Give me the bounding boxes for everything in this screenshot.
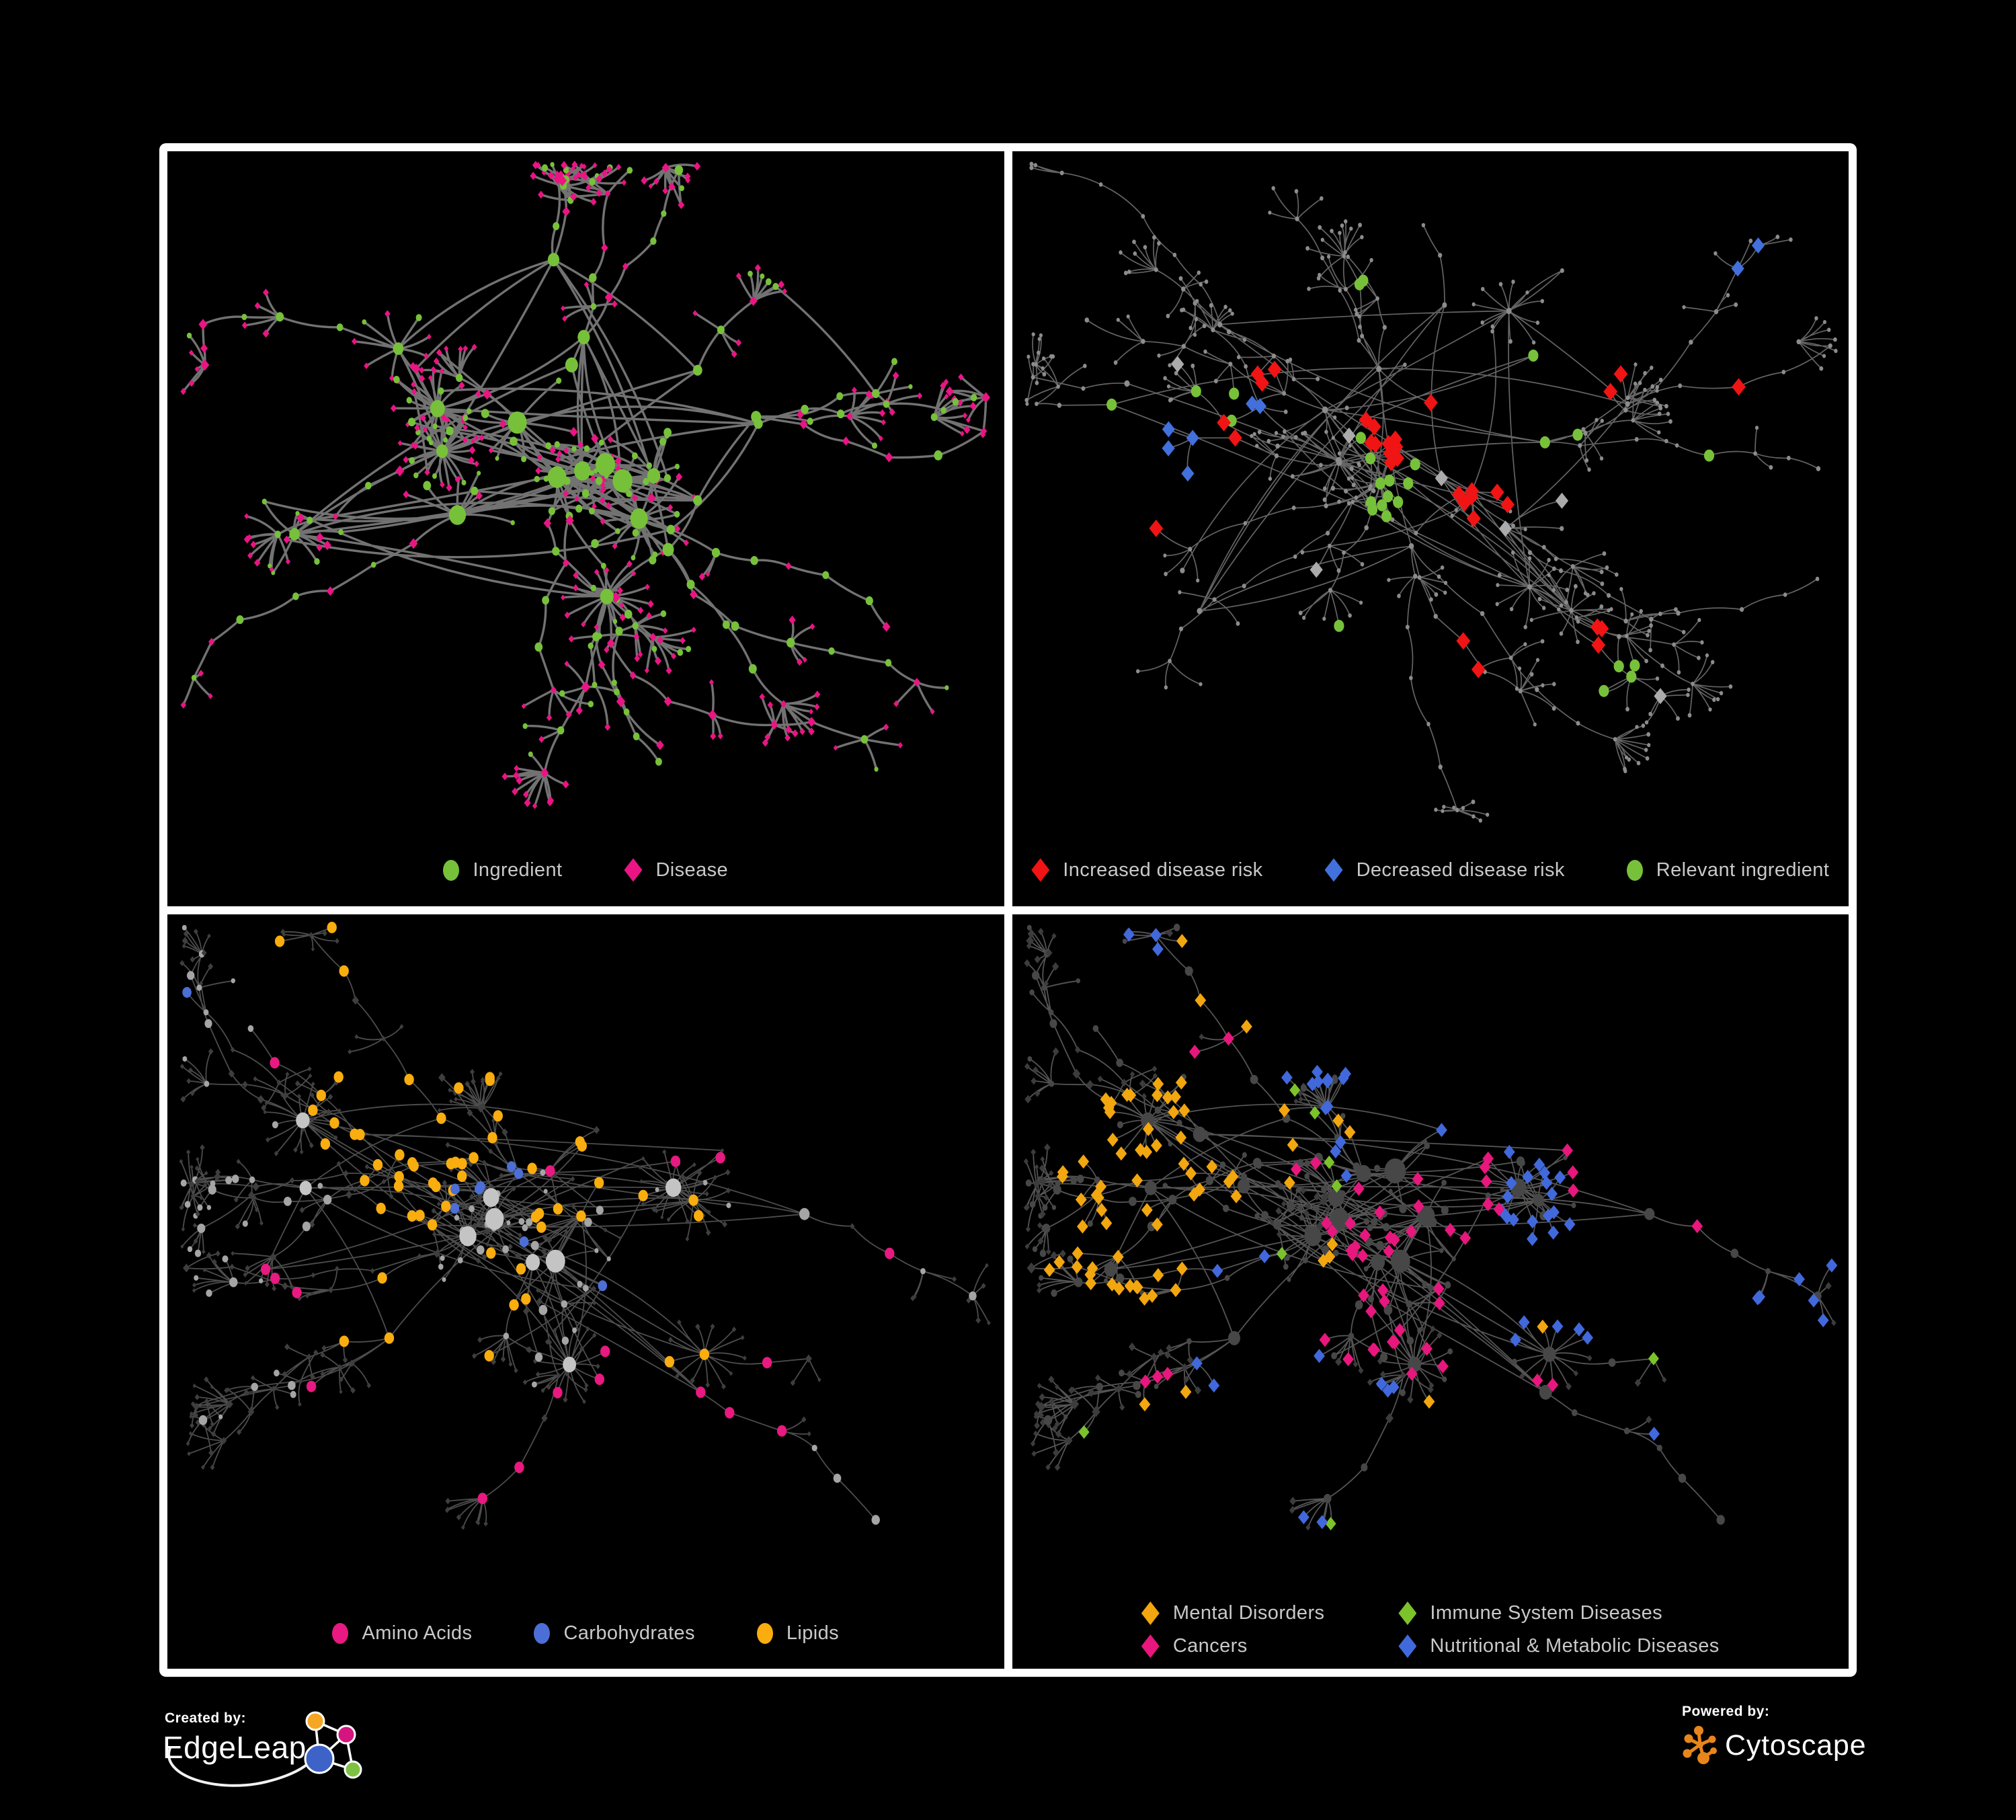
amino-acids-marker-icon <box>332 1623 349 1644</box>
legend-disease-risk: Increased disease risk Decreased disease… <box>1012 858 1849 882</box>
cytoscape-credit: Powered by: <box>1682 1704 1897 1798</box>
legend-metabolite-classes: Amino Acids Carbohydrates Lipids <box>167 1622 1004 1645</box>
ingredient-marker-icon <box>443 859 460 881</box>
figure-grid: Ingredient Disease Increased disease ris… <box>159 143 1857 1677</box>
panel-disease-classes: Mental Disorders Immune System Diseases … <box>1012 914 1849 1669</box>
legend-item-nutritional-metabolic-diseases: Nutritional & Metabolic Diseases <box>1398 1634 1719 1658</box>
legend-item-immune-system-diseases: Immune System Diseases <box>1398 1601 1719 1625</box>
network-svg <box>1024 161 1838 823</box>
decreased-risk-marker-icon <box>1324 858 1343 882</box>
network-svg <box>180 161 990 809</box>
legend-item-disease: Disease <box>624 858 729 882</box>
legend-item-increased-risk: Increased disease risk <box>1031 858 1263 882</box>
legend-label: Decreased disease risk <box>1356 859 1565 881</box>
powered-by-label: Powered by: <box>1682 1704 1770 1719</box>
legend-label: Nutritional & Metabolic Diseases <box>1430 1635 1720 1657</box>
panel-ingredient-disease: Ingredient Disease <box>167 151 1004 906</box>
mental-disorders-marker-icon <box>1141 1601 1160 1625</box>
panel-metabolite-classes: Amino Acids Carbohydrates Lipids <box>167 914 1004 1669</box>
legend-item-relevant-ingredient: Relevant ingredient <box>1626 859 1830 881</box>
disease-marker-icon <box>624 858 643 882</box>
network-canvas-ingredient-disease <box>167 151 1004 835</box>
network-canvas-disease-risk <box>1012 151 1849 835</box>
legend-item-amino-acids: Amino Acids <box>332 1622 472 1645</box>
created-by-label: Created by: <box>165 1710 247 1726</box>
network-svg <box>179 921 991 1530</box>
legend-label: Increased disease risk <box>1063 859 1263 881</box>
legend-disease-classes: Mental Disorders Immune System Diseases … <box>1012 1601 1849 1658</box>
cancers-marker-icon <box>1141 1634 1160 1658</box>
lipids-marker-icon <box>756 1623 773 1644</box>
cytoscape-wordmark: Cytoscape <box>1725 1729 1867 1762</box>
legend-label: Ingredient <box>473 859 563 881</box>
relevant-ingredient-marker-icon <box>1626 859 1643 881</box>
legend-label: Mental Disorders <box>1172 1602 1325 1624</box>
legend-item-ingredient: Ingredient <box>443 859 562 881</box>
legend-item-mental-disorders: Mental Disorders <box>1141 1601 1325 1625</box>
carbohydrates-marker-icon <box>534 1623 551 1644</box>
immune-system-diseases-marker-icon <box>1398 1601 1417 1625</box>
legend-label: Carbohydrates <box>563 1622 695 1644</box>
legend-item-decreased-risk: Decreased disease risk <box>1324 858 1565 882</box>
legend-label: Relevant ingredient <box>1656 859 1830 881</box>
legend-label: Cancers <box>1172 1635 1248 1657</box>
legend-ingredient-disease: Ingredient Disease <box>167 858 1004 882</box>
legend-item-cancers: Cancers <box>1141 1634 1325 1658</box>
network-svg <box>1023 923 1837 1530</box>
nutritional-metabolic-diseases-marker-icon <box>1398 1634 1417 1658</box>
network-canvas-disease-classes <box>1012 914 1849 1598</box>
legend-label: Immune System Diseases <box>1430 1602 1663 1624</box>
legend-label: Lipids <box>786 1622 840 1644</box>
panel-disease-risk: Increased disease risk Decreased disease… <box>1012 151 1849 906</box>
edgeleap-wordmark: EdgeLeap <box>163 1730 307 1765</box>
legend-item-carbohydrates: Carbohydrates <box>534 1622 694 1645</box>
increased-risk-marker-icon <box>1031 858 1050 882</box>
legend-item-lipids: Lipids <box>756 1622 840 1645</box>
cytoscape-logo-icon <box>1683 1726 1717 1764</box>
edgeleap-logo-icon <box>167 1711 362 1787</box>
network-canvas-metabolite-classes <box>167 914 1004 1598</box>
legend-label: Disease <box>655 859 729 881</box>
edgeleap-credit: Created by: EdgeLeap <box>159 1708 391 1805</box>
legend-label: Amino Acids <box>362 1622 473 1644</box>
